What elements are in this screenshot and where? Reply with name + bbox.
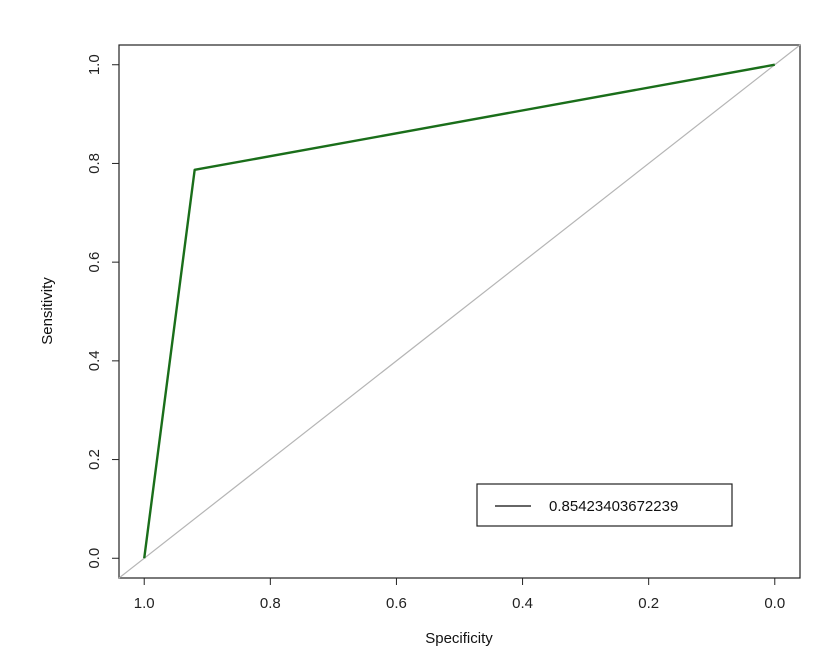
legend-label: 0.85423403672239 [549,498,678,515]
roc-curve-line [143,63,775,559]
legend: 0.85423403672239 [476,483,733,527]
x-tick-label: 0.0 [764,595,785,612]
reference-diagonal [118,44,801,579]
legend-box [476,483,733,527]
y-tick-label: 0.8 [86,153,103,174]
x-tick-label: 0.2 [638,595,659,612]
x-tick-label: 0.6 [386,595,407,612]
x-tick-label: 0.8 [260,595,281,612]
x-tick-label: 1.0 [134,595,155,612]
y-tick-label: 0.4 [86,350,103,371]
series-layer [143,63,775,559]
y-axis: 0.0 0.2 0.4 0.6 0.8 1.0 [86,54,120,569]
y-tick-label: 0.2 [86,449,103,470]
x-axis-title: Specificity [425,630,493,647]
x-axis: 1.0 0.8 0.6 0.4 0.2 0.0 [134,577,785,612]
x-tick-label: 0.4 [512,595,533,612]
reference-layer [118,44,801,579]
y-tick-label: 0.6 [86,252,103,273]
y-tick-label: 1.0 [86,54,103,75]
y-tick-label: 0.0 [86,548,103,569]
y-axis-title: Sensitivity [39,277,56,345]
